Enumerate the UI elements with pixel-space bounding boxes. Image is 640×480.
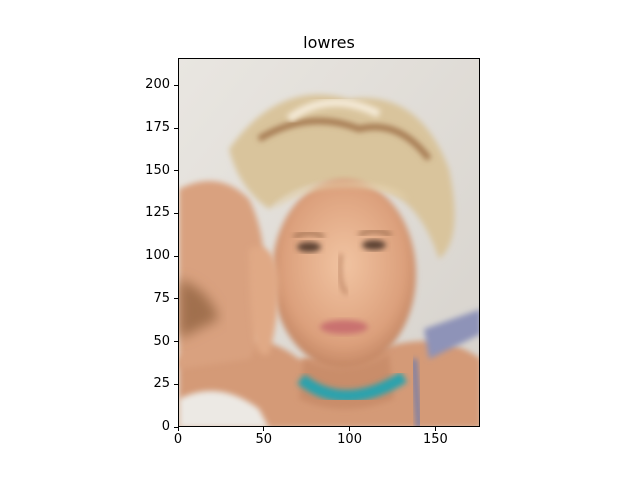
- xtick-mark: [177, 427, 179, 431]
- ytick-mark: [174, 383, 178, 385]
- ytick-mark: [174, 170, 178, 172]
- xtick-label: 50: [255, 432, 273, 447]
- necklace: [297, 371, 408, 402]
- ytick-label: 0: [161, 419, 170, 434]
- xtick-mark: [263, 427, 265, 431]
- portrait-image: [179, 59, 479, 426]
- ytick-mark: [174, 341, 178, 343]
- hair-highlight: [286, 98, 381, 123]
- hand: [249, 247, 279, 355]
- ytick-mark: [174, 255, 178, 257]
- right-eye: [362, 240, 386, 250]
- face: [272, 179, 416, 369]
- lips: [320, 320, 368, 334]
- ytick-label: 75: [153, 290, 170, 306]
- ytick-label: 150: [145, 162, 170, 178]
- ytick-mark: [174, 127, 178, 129]
- strap-down: [411, 358, 422, 426]
- xtick-mark: [349, 427, 351, 431]
- xtick-label: 150: [422, 432, 448, 447]
- arm-shadow: [179, 279, 219, 339]
- ytick-label: 100: [145, 248, 170, 264]
- ytick-label: 125: [145, 205, 170, 221]
- ytick-label: 25: [153, 376, 170, 392]
- xtick-mark: [434, 427, 436, 431]
- ytick-label: 175: [145, 120, 170, 136]
- ytick-label: 200: [145, 77, 170, 93]
- left-brow: [293, 231, 325, 239]
- fringe: [274, 183, 409, 209]
- ytick-mark: [174, 426, 178, 428]
- image-axes: [178, 58, 480, 427]
- ytick-mark: [174, 84, 178, 86]
- ytick-mark: [174, 212, 178, 214]
- strap: [424, 309, 479, 359]
- hair: [229, 94, 455, 259]
- xtick-label: 100: [337, 432, 362, 447]
- ytick-label: 50: [153, 333, 170, 349]
- xtick-label: 0: [173, 432, 183, 447]
- fabric: [179, 391, 268, 426]
- left-eye: [297, 242, 321, 252]
- hair-streak: [257, 118, 432, 161]
- nose: [338, 253, 349, 296]
- ytick-mark: [174, 298, 178, 300]
- plot-title: lowres: [303, 33, 355, 52]
- right-brow: [358, 229, 392, 237]
